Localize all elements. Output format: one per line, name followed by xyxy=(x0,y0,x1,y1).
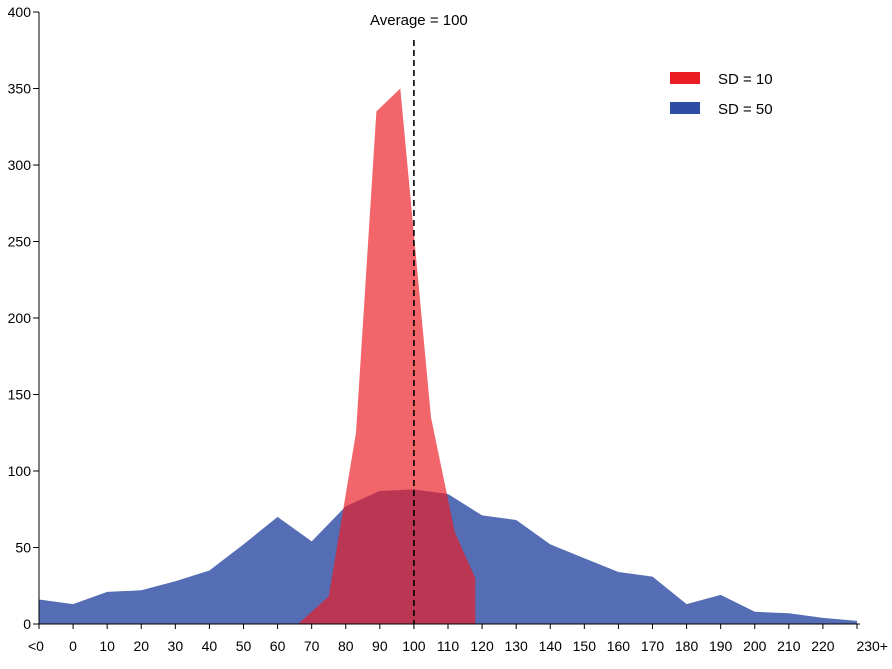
y-tick-label: 200 xyxy=(8,310,32,326)
area-series-sd-10 xyxy=(298,88,476,624)
x-tick-label: 20 xyxy=(133,638,149,654)
x-tick-label: 30 xyxy=(168,638,184,654)
x-tick-label: 230+ xyxy=(856,638,888,654)
series-areas xyxy=(39,88,857,624)
x-tick-label: <0 xyxy=(28,638,44,654)
legend-label-sd50: SD = 50 xyxy=(718,101,773,118)
x-tick-label: 90 xyxy=(372,638,388,654)
x-tick-label: 220 xyxy=(811,638,835,654)
y-tick-label: 150 xyxy=(8,387,32,403)
y-ticks: 0 50 100 150 200 250 300 350 400 xyxy=(8,4,39,632)
x-ticks: <0 0 10 20 30 40 50 60 70 80 90 100 110 120 130 140 150 1… xyxy=(28,624,888,654)
legend-swatch-sd50 xyxy=(670,102,700,114)
legend-swatch-sd10 xyxy=(670,72,700,84)
x-tick-label: 150 xyxy=(573,638,597,654)
x-tick-label: 80 xyxy=(338,638,354,654)
x-tick-label: 190 xyxy=(709,638,733,654)
x-tick-label: 10 xyxy=(99,638,115,654)
legend-label-sd10: SD = 10 xyxy=(718,71,773,88)
y-tick-label: 400 xyxy=(8,4,32,20)
x-tick-label: 130 xyxy=(504,638,528,654)
legend: SD = 10 SD = 50 xyxy=(670,71,773,118)
y-tick-label: 50 xyxy=(15,540,31,556)
x-tick-label: 40 xyxy=(202,638,218,654)
x-tick-label: 100 xyxy=(402,638,426,654)
y-tick-label: 250 xyxy=(8,234,32,250)
x-tick-label: 160 xyxy=(607,638,631,654)
x-tick-label: 170 xyxy=(641,638,665,654)
x-tick-label: 140 xyxy=(539,638,563,654)
y-tick-label: 100 xyxy=(8,463,32,479)
average-label: Average = 100 xyxy=(370,12,468,29)
x-tick-label: 110 xyxy=(437,638,460,654)
x-tick-label: 50 xyxy=(236,638,252,654)
x-tick-label: 60 xyxy=(270,638,286,654)
x-tick-label: 120 xyxy=(470,638,494,654)
y-tick-label: 300 xyxy=(8,157,32,173)
x-tick-label: 180 xyxy=(675,638,699,654)
x-tick-label: 210 xyxy=(777,638,801,654)
y-tick-label: 350 xyxy=(8,81,32,97)
x-tick-label: 70 xyxy=(304,638,320,654)
x-tick-label: 200 xyxy=(743,638,767,654)
x-tick-label: 0 xyxy=(69,638,77,654)
annotation-layer: Average = 100 xyxy=(370,12,468,624)
y-tick-label: 0 xyxy=(23,616,31,632)
